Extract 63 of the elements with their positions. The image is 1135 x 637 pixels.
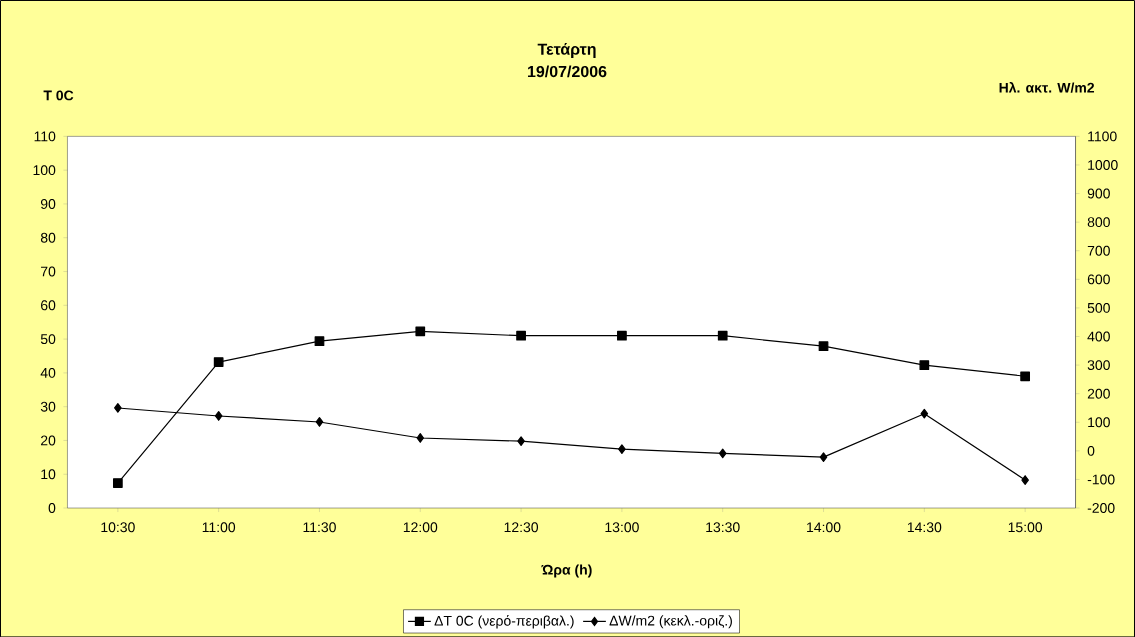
point [114,402,122,413]
y-tick-label: 70 [41,266,56,277]
y-tick-label: 80 [40,232,56,243]
chart-title: Τετάρτη [537,42,596,58]
x-tick-label: 12:00 [403,522,438,532]
y-axis-title: T 0C [43,90,74,101]
y2-tick-label: 0 [1087,445,1095,456]
point [415,326,426,336]
x-tick-label: 11:30 [303,522,336,532]
point [1021,474,1029,485]
y-tick-label: 0 [48,502,56,513]
y2-axis-title: Ηλ. ακτ. W/m2 [999,81,1095,93]
point [819,452,828,462]
y2-tick-label: 900 [1087,188,1110,199]
y2-tick-label: 600 [1087,274,1110,285]
y2-tick-label: 1000 [1088,159,1118,170]
point [818,341,829,351]
legend-label: ΔT 0C (νερό-περιβαλ.) [434,614,574,629]
point [112,477,123,488]
point [617,330,627,341]
y-tick-label: 50 [40,333,56,344]
x-tick-label: 14:30 [907,522,942,532]
point [314,336,325,346]
point [214,410,223,421]
y2-tick-label: 500 [1087,302,1110,313]
point [618,444,626,454]
x-tick-label: 13:30 [706,522,740,532]
point [416,432,425,443]
y2-tick-label: -100 [1087,474,1115,485]
x-tick-label: 14:00 [807,522,841,532]
x-tick-label: 12:30 [504,522,539,532]
x-axis-title: Ώρα (h) [541,564,592,578]
y2-tick-label: 700 [1087,245,1110,256]
y-tick-label: 10 [41,469,56,480]
x-tick-label: 15:00 [1008,522,1043,532]
point [213,357,224,367]
x-tick-label: 13:00 [605,522,639,532]
point [718,448,727,459]
point [315,416,324,427]
y2-tick-label: -200 [1087,502,1115,513]
point [1020,371,1030,381]
legend-label: ΔW/m2 (κεκλ.-οριζ.) [609,615,732,629]
y-tick-label: 20 [41,435,56,446]
y2-tick-label: 200 [1087,388,1110,399]
y-tick-label: 40 [40,367,56,378]
y-tick-label: 100 [33,165,56,175]
y-tick-label: 30 [40,401,56,412]
x-tick-label: 10:30 [101,522,135,532]
y-tick-label: 110 [34,131,56,142]
y2-tick-label: 300 [1087,359,1110,370]
y-tick-label: 90 [40,198,56,209]
y2-tick-label: 100 [1088,417,1110,428]
y2-tick-label: 400 [1087,331,1110,342]
x-tick-label: 11:00 [202,522,236,532]
y-tick-label: 60 [41,300,56,311]
y2-tick-label: 800 [1087,216,1110,227]
point [717,330,728,341]
chart-subtitle: 19/07/2006 [528,65,607,78]
point [516,330,526,341]
y2-tick-label: 1100 [1088,131,1117,142]
point [517,436,525,446]
point [920,408,929,419]
point [919,360,930,370]
